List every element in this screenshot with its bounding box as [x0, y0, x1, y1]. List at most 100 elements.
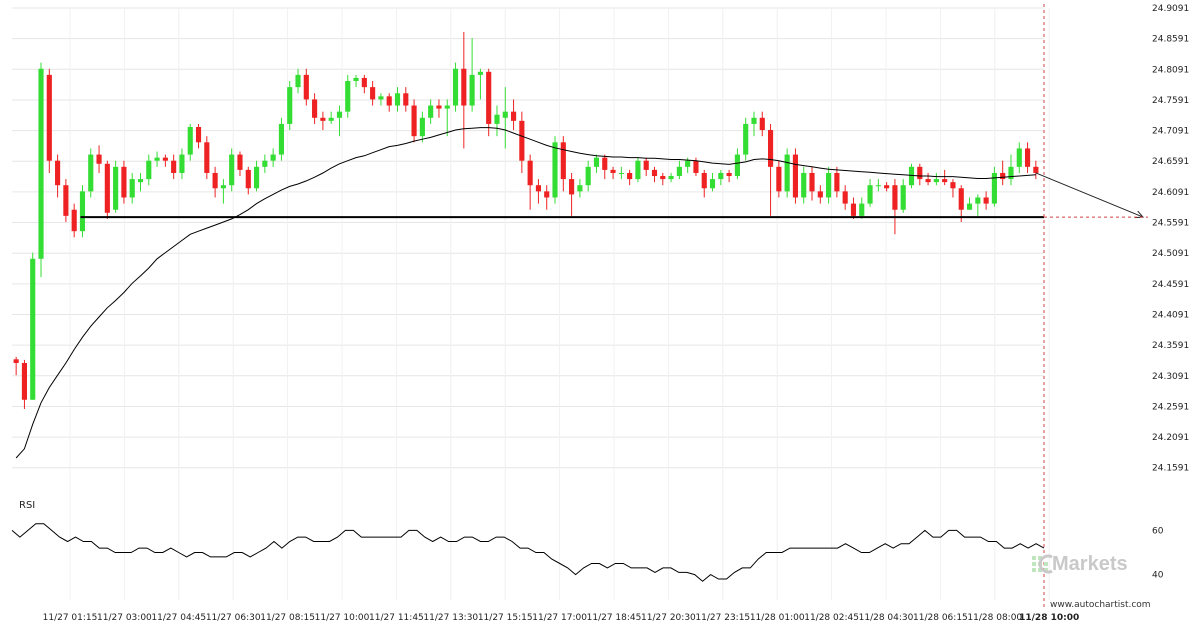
candle-body [767, 130, 774, 167]
candle-body [187, 126, 193, 155]
time-tick-label: 11/27 17:00 [532, 613, 587, 623]
candle-body [776, 166, 782, 192]
candle-body [618, 172, 624, 174]
candle-body [966, 203, 973, 210]
time-tick-label: 11/28 06:15 [913, 613, 968, 623]
candle-body [328, 117, 334, 121]
moving-average [15, 127, 1036, 459]
time-tick-label: 11/27 04:45 [151, 613, 206, 623]
rsi-label: RSI [19, 500, 35, 511]
price-tick-label: 24.6091 [1152, 188, 1189, 198]
candle-body [593, 157, 600, 167]
candle-body [535, 185, 542, 192]
candle-body [287, 87, 293, 124]
brand-logo-square [1038, 568, 1042, 572]
brand-logo-square [1032, 562, 1036, 566]
price-tick-label: 24.7091 [1152, 127, 1189, 137]
candle-body [262, 160, 268, 167]
candle-body [842, 191, 848, 204]
candle-body [950, 182, 956, 189]
candle-body [908, 166, 915, 186]
candle-body [1016, 148, 1022, 167]
candle-body [486, 71, 492, 124]
candle-body [428, 105, 434, 118]
price-tick-label: 24.3591 [1152, 341, 1189, 351]
candle-body [792, 154, 799, 198]
candle-body [809, 172, 815, 192]
candle-body [552, 142, 558, 198]
candle-body [577, 185, 583, 192]
candle-body [55, 160, 61, 186]
candle-body [975, 197, 981, 204]
candle-body [71, 209, 77, 232]
brand-logo-square [1038, 556, 1042, 560]
candle-body [270, 154, 276, 161]
candle-body [171, 160, 177, 173]
grid [12, 7, 1050, 600]
candle-body [817, 191, 823, 198]
projection-arrow-line [1035, 172, 1144, 218]
candle-body [585, 166, 591, 186]
candle-body [146, 160, 152, 180]
axes: 24.9091 24.8591 24.8091 24.7591 24.7091 24.65… [43, 4, 1189, 623]
brand-logo-text: Markets [1052, 553, 1128, 575]
candle-body [113, 166, 119, 210]
price-tick-label: 24.8091 [1152, 65, 1189, 75]
candle-body [1000, 172, 1006, 180]
candle-body [544, 191, 550, 198]
candle-body [942, 179, 948, 183]
time-tick-label: 11/27 18:45 [587, 613, 642, 623]
candle-body [154, 157, 160, 161]
candle-body [237, 154, 243, 170]
candle-body [79, 191, 86, 232]
candle-body [610, 169, 616, 173]
candle-body [751, 117, 757, 124]
candle-body [668, 176, 674, 180]
candle-body [569, 179, 575, 195]
candle-body [884, 185, 890, 189]
candle-body [312, 99, 318, 118]
brand-logo-square [1032, 556, 1036, 560]
candle-body [411, 105, 417, 137]
price-tick-label: 24.8591 [1152, 35, 1189, 45]
candle-body [991, 172, 997, 204]
brand-logo-c [1038, 554, 1053, 574]
candle-body [229, 154, 235, 186]
candle-body [121, 166, 127, 198]
brand-watermark: Markets [1032, 553, 1128, 575]
candle-body [195, 126, 202, 143]
candles [13, 31, 1039, 409]
price-tick-label: 24.2091 [1152, 433, 1189, 443]
candle-body [303, 74, 309, 100]
candle-body [345, 81, 351, 112]
time-tick-label: 11/27 03:00 [97, 613, 152, 623]
candle-body [1033, 166, 1039, 173]
candle-body [13, 359, 19, 363]
candle-body [709, 179, 716, 189]
candle-body [502, 111, 508, 118]
price-tick-label: 24.4091 [1152, 310, 1189, 320]
price-tick-label: 24.5091 [1152, 249, 1189, 259]
candle-body [875, 185, 881, 187]
support-levels [80, 172, 1145, 219]
candle-body [179, 154, 185, 173]
time-tick-label: 11/27 11:45 [369, 613, 424, 623]
candle-body [676, 166, 682, 177]
candle-body [212, 172, 218, 189]
candle-body [494, 114, 500, 124]
candle-body [378, 96, 384, 100]
candle-body [859, 203, 865, 216]
rsi-tick-label: 60 [1152, 526, 1164, 536]
candle-body [96, 154, 102, 164]
candle-body [461, 68, 467, 106]
time-tick-label: 11/27 01:15 [43, 613, 98, 623]
candle-body [46, 74, 52, 161]
candle-body [900, 185, 906, 210]
brand-logo-square [1044, 568, 1048, 572]
candle-body [651, 169, 658, 177]
candle-body [386, 96, 392, 106]
candle-body [726, 172, 732, 177]
candle-body [104, 163, 110, 213]
candle-body [627, 172, 633, 180]
candle-body [1008, 166, 1014, 180]
